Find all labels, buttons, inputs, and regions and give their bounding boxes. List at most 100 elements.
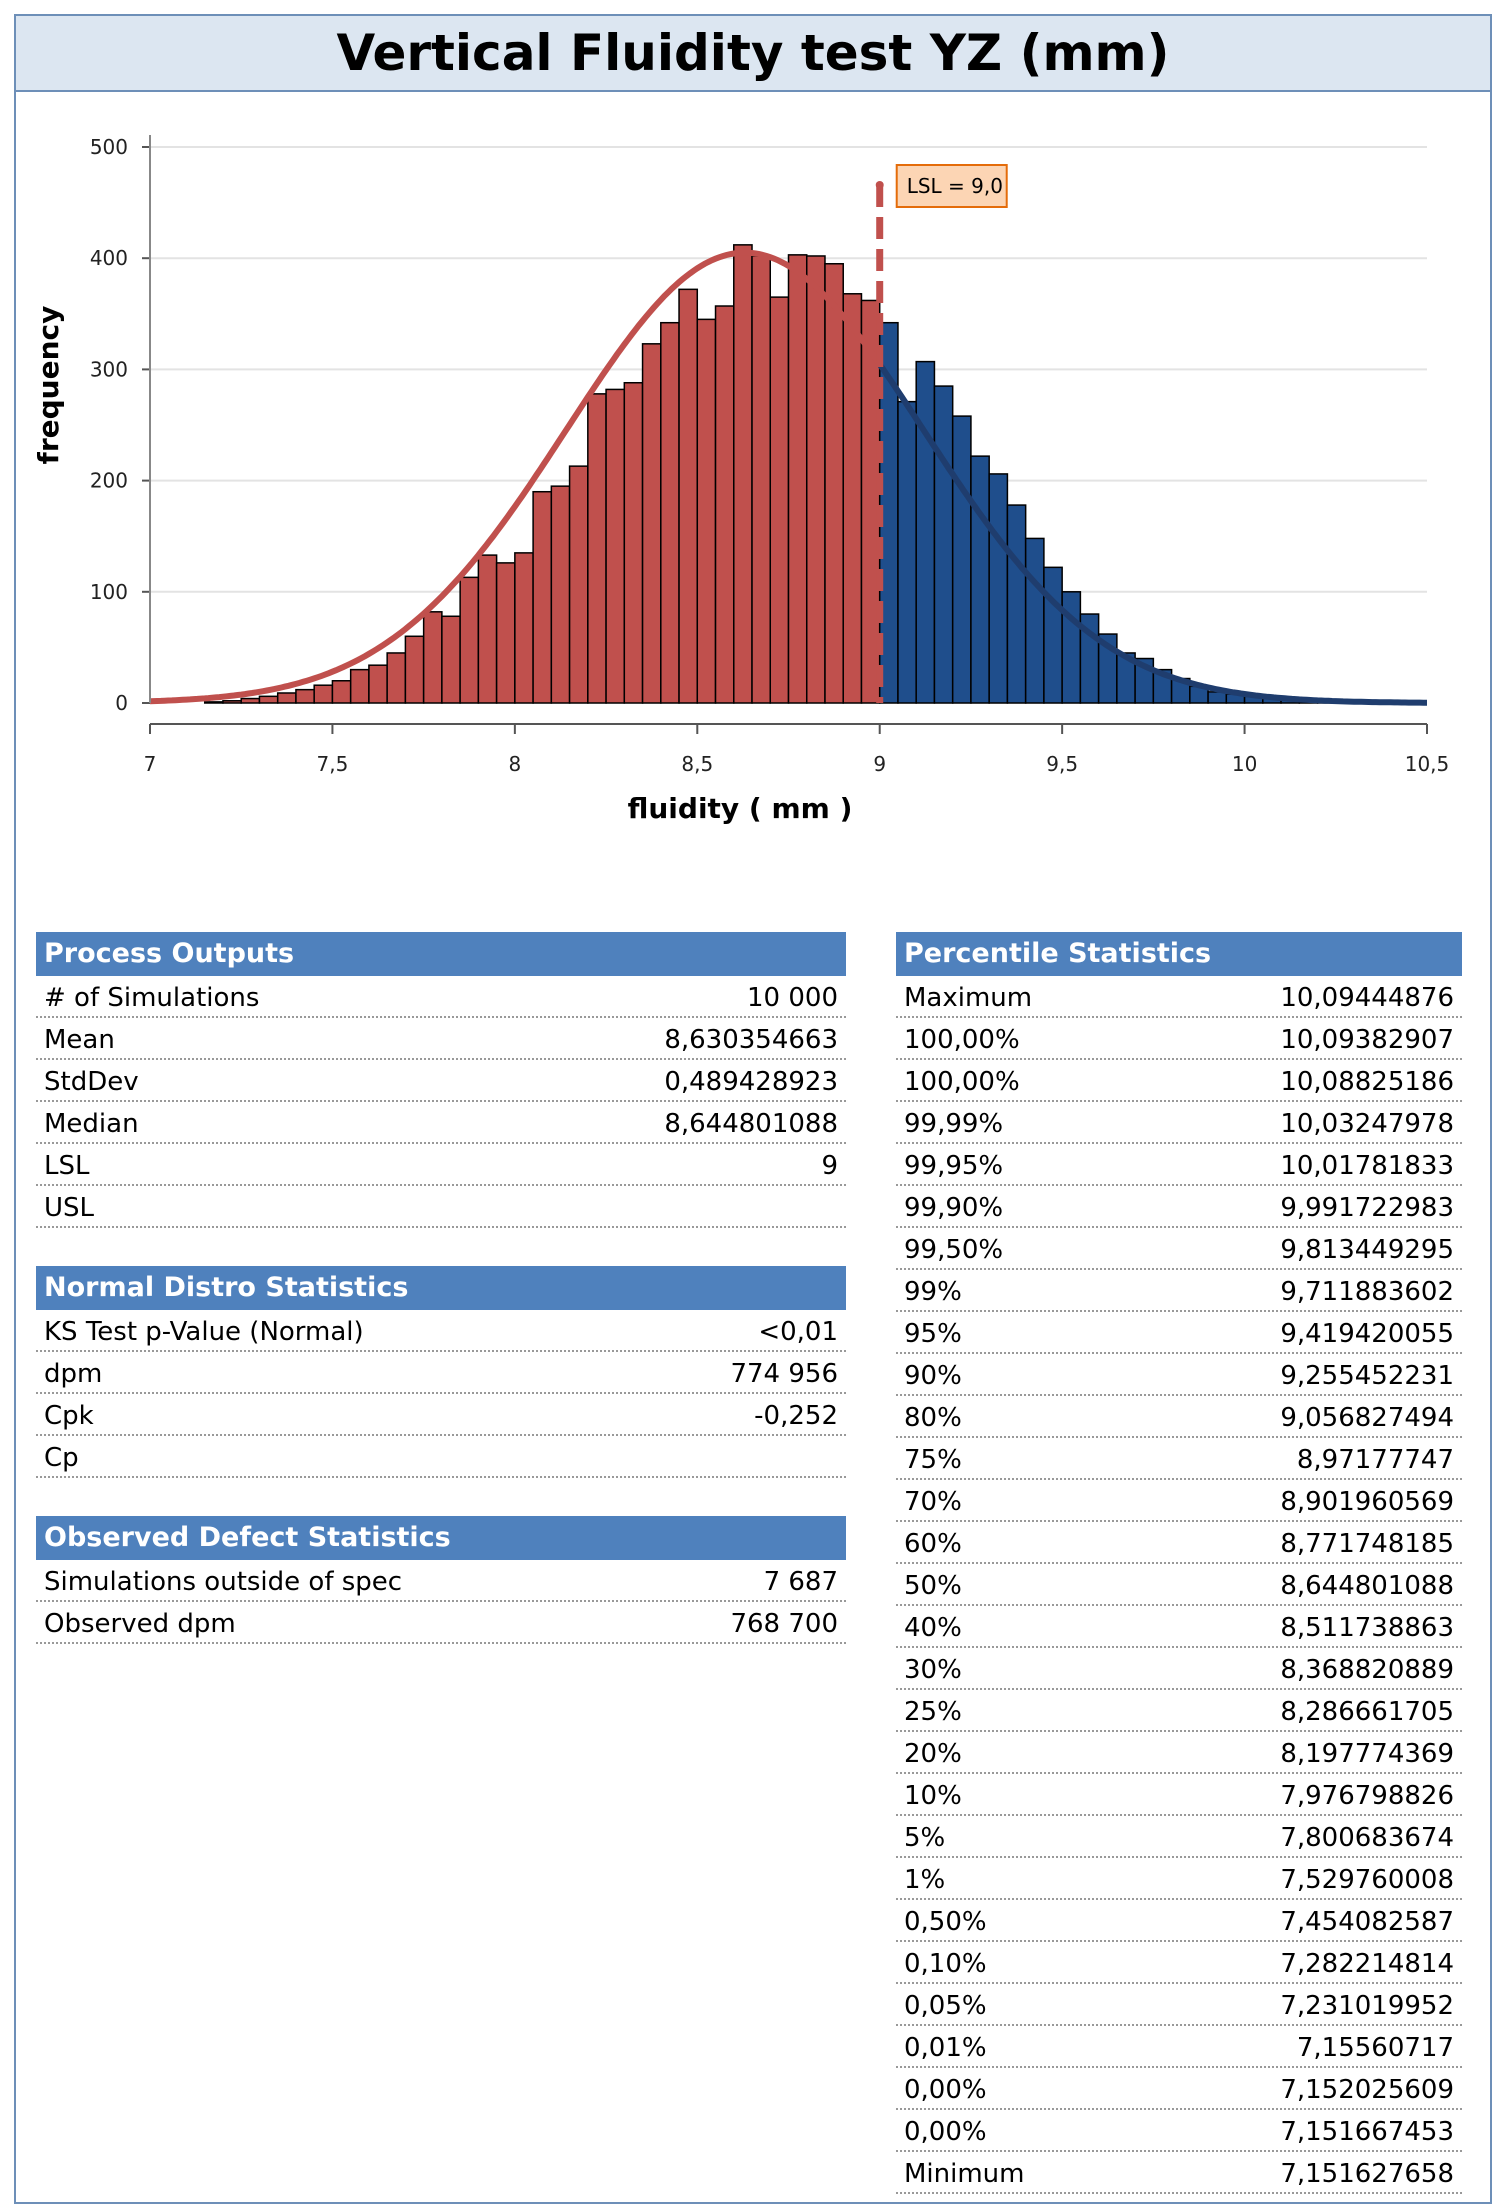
percentile-label: 50% [904,1571,962,1601]
percentile-value: 9,419420055 [1280,1319,1454,1349]
process-outputs-label: Mean [44,1025,115,1055]
process-outputs-value: 9 [821,1151,838,1181]
percentile-value: 7,152025609 [1280,2075,1454,2105]
histogram-bar [240,697,261,704]
normal-distro-label: dpm [44,1359,103,1389]
percentile-value: 8,771748185 [1280,1529,1454,1559]
x-tick-label: 9,5 [1046,752,1078,776]
histogram-bar [1043,566,1063,704]
percentile-row: 90% 9,255452231 [896,1354,1462,1396]
y-tick-label: 500 [90,135,128,159]
x-tick-label: 8 [508,752,521,776]
process-outputs-header: Process Outputs [36,932,846,976]
histogram-bar [1061,591,1082,704]
percentile-label: 60% [904,1529,962,1559]
process-outputs-label: StdDev [44,1067,139,1097]
histogram-bar [751,255,772,704]
histogram-bar [222,700,242,704]
percentile-row: 95% 9,419420055 [896,1312,1462,1354]
percentile-value: 9,056827494 [1280,1403,1454,1433]
percentile-label: 5% [904,1823,946,1853]
percentile-label: 75% [904,1445,962,1475]
percentile-value: 9,813449295 [1280,1235,1454,1265]
percentile-value: 7,151667453 [1280,2117,1454,2147]
process-outputs-row: USL [36,1186,846,1228]
histogram-bar [605,388,626,704]
histogram-bar [349,668,370,704]
percentile-row: 10% 7,976798826 [896,1774,1462,1816]
percentile-row: 0,10% 7,282214814 [896,1942,1462,1984]
histogram-bar [678,288,699,704]
percentile-value: 10,08825186 [1280,1067,1454,1097]
percentile-label: 99% [904,1277,962,1307]
histogram-bar [915,360,936,704]
histogram-bar [587,393,607,704]
lsl-annotation-text: LSL = 9,0 [907,174,1003,198]
x-tick-label: 10 [1232,752,1257,776]
histogram-bars [203,244,1355,704]
percentile-value: 7,282214814 [1280,1949,1454,1979]
x-tick-label: 10,5 [1405,752,1450,776]
histogram-bar [787,254,808,704]
percentile-row: 100,00% 10,09382907 [896,1018,1462,1060]
percentile-row: 5% 7,800683674 [896,1816,1462,1858]
y-tick-label: 0 [115,691,128,715]
histogram-bar [970,455,990,704]
percentile-value: 9,991722983 [1280,1193,1454,1223]
percentile-label: 0,50% [904,1907,987,1937]
x-tick-label: 8,5 [681,752,713,776]
histogram-bar [988,473,1009,704]
percentile-value: 7,151627658 [1280,2159,1454,2189]
process-outputs-label: USL [44,1193,95,1223]
y-tick-label: 300 [90,357,128,381]
histogram-bar [495,562,516,704]
percentile-label: 0,05% [904,1991,987,2021]
percentile-label: 90% [904,1361,962,1391]
percentile-label: 1% [904,1865,946,1895]
percentile-value: 10,09444876 [1280,983,1454,1013]
percentile-value: 8,644801088 [1280,1571,1454,1601]
percentile-row: 0,01% 7,15560717 [896,2026,1462,2068]
percentile-label: 40% [904,1613,962,1643]
histogram-bar [623,381,644,704]
histogram-bar [203,701,224,704]
normal-distro-row: Cp [36,1436,846,1478]
percentile-row: 99,90% 9,991722983 [896,1186,1462,1228]
histogram-bar [550,485,571,704]
percentile-row: 70% 8,901960569 [896,1480,1462,1522]
histogram-bar [313,684,334,704]
histogram-bar [1006,504,1027,704]
x-tick-label: 7,5 [317,752,349,776]
normal-fit-curve-below-lsl [149,249,883,705]
percentile-statistics-table: Percentile Statistics Maximum 10,09444876… [896,932,1462,2194]
percentile-value: 10,09382907 [1280,1025,1454,1055]
percentile-value: 7,976798826 [1280,1781,1454,1811]
histogram-bar [951,415,972,704]
normal-distro-label: Cp [44,1443,79,1473]
percentile-label: 95% [904,1319,962,1349]
observed-defect-row: Simulations outside of spec 7 687 [36,1560,846,1602]
percentile-value: 9,711883602 [1280,1277,1454,1307]
percentile-label: 0,10% [904,1949,987,1979]
percentile-row: 20% 8,197774369 [896,1732,1462,1774]
percentile-value: 7,454082587 [1280,1907,1454,1937]
percentile-row: 1% 7,529760008 [896,1858,1462,1900]
observed-defect-value: 7 687 [763,1567,838,1597]
percentile-value: 7,800683674 [1280,1823,1454,1853]
percentile-value: 8,368820889 [1280,1655,1454,1685]
percentile-value: 10,01781833 [1280,1151,1454,1181]
percentile-row: 50% 8,644801088 [896,1564,1462,1606]
normal-distro-label: Cpk [44,1401,94,1431]
percentile-label: 70% [904,1487,962,1517]
histogram-bar [295,688,315,704]
percentile-row: 25% 8,286661705 [896,1690,1462,1732]
process-outputs-row: # of Simulations 10 000 [36,976,846,1018]
percentile-row: 30% 8,368820889 [896,1648,1462,1690]
histogram-bar [331,680,352,704]
histogram-bar [386,652,407,704]
percentile-label: 99,95% [904,1151,1004,1181]
histogram-bar [769,296,790,704]
percentile-row: 99,99% 10,03247978 [896,1102,1462,1144]
normal-distro-label: KS Test p-Value (Normal) [44,1317,364,1347]
y-axis-title: frequency [32,306,65,465]
